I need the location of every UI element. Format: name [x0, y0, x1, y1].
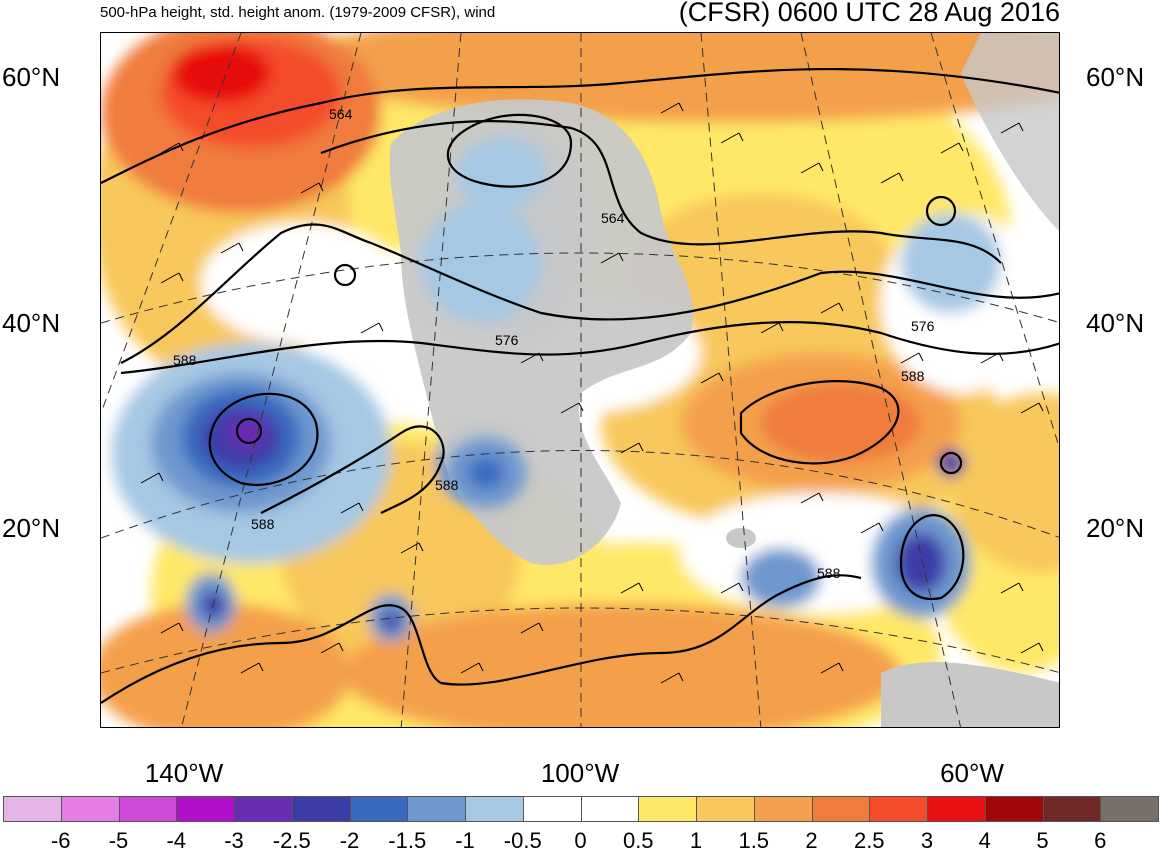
contour-label: 588: [251, 516, 275, 532]
colorbar-tick-label: -6: [50, 828, 71, 853]
colorbar-tick-label: -0.5: [503, 828, 542, 853]
colorbar-swatch: [234, 796, 293, 822]
contour-label: 564: [601, 210, 625, 226]
colorbar-swatch: [580, 796, 640, 822]
colorbar-tick-label: 6: [1094, 828, 1107, 853]
contour-label-group: 564 564 576 576 588 588 588 588 588: [173, 106, 935, 581]
lat-label-60n-left: 60°N: [2, 62, 61, 92]
map-title: (CFSR) 0600 UTC 28 Aug 2016: [678, 0, 1060, 27]
contour-label: 576: [911, 318, 935, 334]
colorbar-swatch: [522, 796, 582, 822]
colorbar-swatch: [638, 796, 697, 822]
colorbar-tick-label: 2: [805, 828, 818, 853]
colorbar-tick-label: -3: [224, 828, 244, 853]
colorbar-tick-label: -2: [339, 828, 360, 853]
colorbar-tick-label: 0.5: [622, 828, 654, 853]
colorbar-swatch: [465, 796, 524, 822]
colorbar-swatch: [869, 796, 928, 822]
lat-label-40n-right: 40°N: [1086, 308, 1145, 338]
colorbar-tick-label: -2.5: [272, 828, 311, 853]
colorbar-tick-label: 3: [920, 828, 934, 853]
colorbar-tick-label: -1.5: [388, 828, 427, 853]
colorbar-swatch: [407, 796, 466, 822]
colorbar-swatch: [349, 796, 409, 822]
colorbar-swatch: [118, 796, 178, 822]
land-anomaly-shading: [421, 138, 546, 508]
colorbar-tick-label: -1: [455, 828, 475, 853]
lon-label-60w: 60°W: [940, 758, 1004, 788]
map-subtitle: 500-hPa height, std. height anom. (1979-…: [100, 4, 496, 21]
colorbar-swatch: [811, 796, 871, 822]
colorbar-swatch: [3, 796, 62, 822]
colorbar-tick-label: 4: [978, 828, 991, 853]
contour-label: 588: [173, 352, 197, 368]
lat-label-20n-left: 20°N: [2, 513, 61, 543]
colorbar: [3, 796, 1159, 822]
lon-label-100w: 100°W: [540, 758, 620, 788]
contour-label: 588: [901, 368, 925, 384]
colorbar-tick-label: -5: [108, 828, 129, 853]
lon-label-140w: 140°W: [144, 758, 224, 788]
colorbar-tick-label: 1.5: [738, 828, 770, 853]
wind-barbs: [140, 102, 1044, 684]
colorbar-swatch: [1042, 796, 1102, 822]
height-contours: [101, 67, 1059, 704]
colorbar-swatch: [696, 796, 755, 822]
colorbar-swatch: [927, 796, 986, 822]
contour-label: 588: [817, 565, 841, 581]
lat-label-20n-right: 20°N: [1086, 513, 1145, 543]
colorbar-swatch: [984, 796, 1044, 822]
colorbar-tick-label: -4: [166, 828, 187, 853]
lat-label-40n-left: 40°N: [2, 308, 61, 338]
colorbar-tick-label: 2.5: [853, 828, 885, 853]
contour-label: 576: [495, 332, 519, 348]
weather-map: 564 564 576 576 588 588 588 588 588: [100, 32, 1060, 728]
contour-label: 564: [329, 106, 353, 122]
colorbar-tick-label: 0: [574, 828, 587, 853]
colorbar-tick-label: 5: [1036, 828, 1049, 853]
colorbar-swatch: [753, 796, 813, 822]
colorbar-swatch: [1100, 796, 1159, 822]
contour-label: 588: [435, 477, 459, 493]
colorbar-swatch: [291, 796, 351, 822]
colorbar-tick-label: 1: [689, 828, 703, 853]
lat-label-60n-right: 60°N: [1086, 62, 1145, 92]
map-canvas: 564 564 576 576 588 588 588 588 588: [101, 33, 1059, 727]
colorbar-swatch: [60, 796, 120, 822]
colorbar-swatch: [176, 796, 235, 822]
graticule: [101, 33, 1059, 727]
